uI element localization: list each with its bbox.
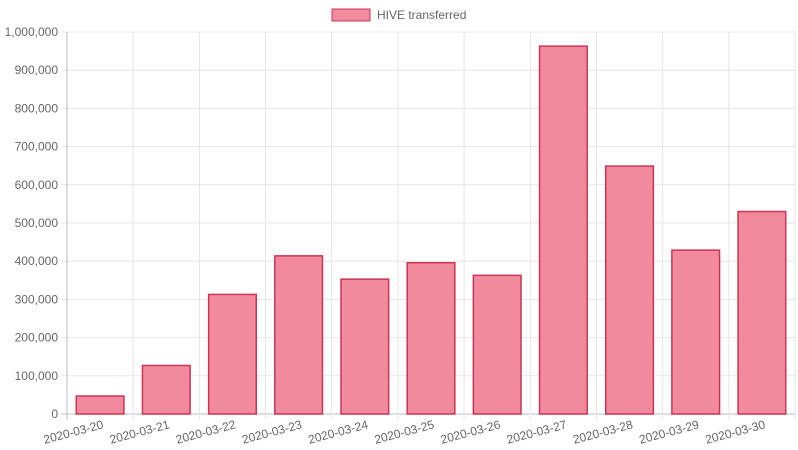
bar[interactable] <box>737 210 787 415</box>
y-tick-label: 100,000 <box>15 369 59 383</box>
y-tick-label: 1,000,000 <box>5 25 59 39</box>
bar[interactable] <box>671 249 721 415</box>
x-tick-label: 2020-03-27 <box>505 417 568 446</box>
x-axis-labels: 2020-03-20 2020-03-21 2020-03-22 2020-03-23… <box>42 417 767 446</box>
x-tick-label: 2020-03-26 <box>439 417 502 446</box>
legend-label: HIVE transferred <box>377 8 466 22</box>
y-tick-label: 500,000 <box>15 216 59 230</box>
x-tick-label: 2020-03-24 <box>307 417 370 446</box>
bar[interactable] <box>538 45 588 415</box>
bar[interactable] <box>340 278 390 415</box>
x-tick-label: 2020-03-20 <box>42 417 105 446</box>
y-axis-labels: 0 100,000 200,000 300,000 400,000 500,000 600,… <box>5 25 59 421</box>
bar[interactable] <box>207 293 258 415</box>
legend-swatch <box>331 8 371 22</box>
y-tick-label: 0 <box>51 407 58 421</box>
bar[interactable] <box>274 255 324 415</box>
y-tick-label: 200,000 <box>15 331 59 345</box>
bar[interactable] <box>141 364 191 415</box>
y-tick-label: 600,000 <box>15 178 59 192</box>
x-tick-label: 2020-03-23 <box>240 417 303 446</box>
y-tick-label: 900,000 <box>15 63 59 77</box>
bar[interactable] <box>406 261 456 415</box>
x-tick-label: 2020-03-30 <box>704 417 767 446</box>
grid <box>61 31 796 420</box>
legend[interactable]: HIVE transferred <box>331 8 466 22</box>
y-tick-label: 800,000 <box>15 101 59 115</box>
bar[interactable] <box>604 165 655 415</box>
bar[interactable] <box>472 274 522 415</box>
x-tick-label: 2020-03-28 <box>571 417 634 446</box>
x-tick-label: 2020-03-21 <box>108 417 171 446</box>
x-tick-label: 2020-03-25 <box>373 417 436 446</box>
bar[interactable] <box>75 395 125 415</box>
x-tick-label: 2020-03-22 <box>174 417 237 446</box>
y-tick-label: 400,000 <box>15 254 59 268</box>
bars <box>75 45 787 415</box>
y-tick-label: 700,000 <box>15 140 59 154</box>
x-tick-label: 2020-03-29 <box>638 417 701 446</box>
y-tick-label: 300,000 <box>15 292 59 306</box>
